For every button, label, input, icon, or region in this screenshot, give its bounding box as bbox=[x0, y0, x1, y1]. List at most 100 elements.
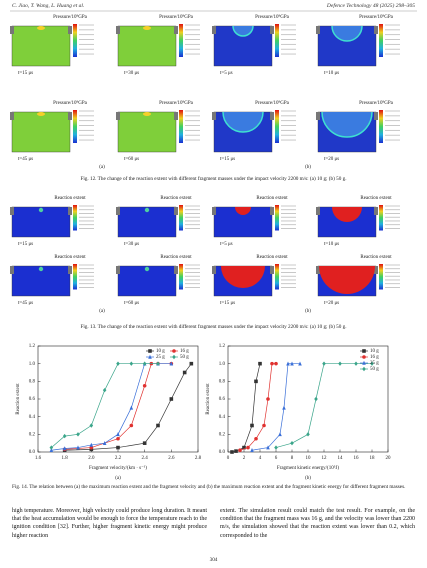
marker bbox=[62, 433, 67, 439]
sim-panel bbox=[117, 111, 177, 153]
panel-time: t=45 μs bbox=[18, 301, 33, 306]
colorbar bbox=[73, 205, 77, 231]
colorbar bbox=[179, 110, 183, 143]
panel-time: t=15 μs bbox=[220, 301, 235, 306]
colorbar bbox=[179, 205, 183, 231]
colorbar bbox=[275, 205, 279, 231]
marker bbox=[290, 361, 294, 366]
reaction-spot bbox=[38, 207, 44, 213]
legend-label: 16 g bbox=[180, 349, 189, 354]
colorbar bbox=[179, 24, 183, 57]
legend-marker bbox=[172, 349, 176, 353]
x-tick-label: 18 bbox=[370, 456, 376, 461]
fixture bbox=[174, 266, 178, 274]
marker bbox=[230, 450, 234, 454]
marker bbox=[278, 432, 282, 437]
x-tick-label: 1.6 bbox=[35, 456, 42, 461]
pressure-wave bbox=[232, 25, 254, 37]
fixture bbox=[212, 112, 216, 120]
y-axis-label: Reaction extent bbox=[16, 383, 21, 415]
marker bbox=[286, 361, 290, 366]
colorbar bbox=[73, 110, 77, 143]
marker bbox=[169, 361, 174, 366]
legend-label: 25 g bbox=[156, 355, 165, 360]
marker bbox=[76, 445, 80, 450]
series-line bbox=[239, 363, 276, 451]
colorbar bbox=[73, 264, 77, 290]
fixture bbox=[116, 207, 120, 215]
panel-title: Reaction extent bbox=[256, 255, 288, 260]
fixture bbox=[374, 207, 378, 215]
fixture bbox=[174, 26, 178, 34]
reaction-spot bbox=[144, 266, 150, 272]
marker bbox=[76, 432, 80, 437]
fixture bbox=[68, 266, 72, 274]
panel-time: t=5 μs bbox=[220, 71, 233, 76]
pressure-spot bbox=[37, 26, 45, 30]
x-tick-label: 2.4 bbox=[142, 456, 149, 461]
fixture bbox=[316, 112, 320, 120]
marker bbox=[254, 436, 258, 441]
legend-label: 10 g bbox=[156, 349, 165, 354]
fixture bbox=[116, 266, 120, 274]
colorbar bbox=[275, 110, 279, 143]
legend-label: 16 g bbox=[370, 355, 379, 360]
header-journal: Defence Technology 48 (2025) 298–305 bbox=[326, 3, 415, 9]
reaction-spot bbox=[144, 207, 150, 213]
page-number: 304 bbox=[209, 557, 218, 563]
reaction-zone bbox=[319, 266, 375, 294]
y-tick-label: 1.2 bbox=[219, 344, 226, 349]
panel-title: Pressure/10⁹GPa bbox=[159, 100, 193, 106]
panel-title: Reaction extent bbox=[256, 196, 288, 201]
x-tick-label: 4 bbox=[259, 456, 262, 461]
legend-marker bbox=[172, 354, 176, 360]
fixture bbox=[68, 112, 72, 120]
fixture bbox=[212, 26, 216, 34]
legend-label: 50 g bbox=[180, 355, 189, 360]
marker bbox=[129, 405, 134, 410]
marker bbox=[274, 445, 278, 450]
marker bbox=[242, 445, 246, 450]
marker bbox=[129, 361, 134, 366]
panel-time: t=15 μs bbox=[18, 71, 33, 76]
reaction-zone bbox=[332, 207, 362, 222]
marker bbox=[354, 361, 358, 366]
y-tick-label: 1.0 bbox=[29, 362, 36, 367]
marker bbox=[258, 361, 262, 366]
marker bbox=[282, 405, 286, 410]
fixture bbox=[212, 207, 216, 215]
panel-title: Pressure/10⁹GPa bbox=[255, 100, 289, 106]
x-tick-label: 12 bbox=[322, 456, 328, 461]
marker bbox=[62, 446, 67, 451]
pressure-spot bbox=[143, 112, 151, 116]
x-tick-label: 2.0 bbox=[88, 456, 95, 461]
panel-time: t=30 μs bbox=[124, 71, 139, 76]
x-axis-label: Fragment kinetic energy/(10⁵J) bbox=[277, 465, 340, 471]
fig14-caption: Fig. 14. The relation between (a) the ma… bbox=[12, 484, 406, 490]
panel-title: Reaction extent bbox=[160, 196, 192, 201]
subfigure-label: (a) bbox=[99, 165, 105, 170]
pressure-wave bbox=[321, 111, 373, 138]
y-tick-label: 0.6 bbox=[219, 397, 226, 402]
panel-time: t=10 μs bbox=[324, 71, 339, 76]
fixture bbox=[116, 112, 120, 120]
series-line bbox=[51, 363, 158, 448]
panel-title: Reaction extent bbox=[160, 255, 192, 260]
colorbar bbox=[379, 264, 383, 290]
legend-marker bbox=[362, 366, 366, 372]
marker bbox=[89, 423, 94, 428]
panel-title: Reaction extent bbox=[54, 255, 86, 260]
legend-label: 25 g bbox=[370, 361, 379, 366]
marker bbox=[238, 448, 242, 453]
fixture bbox=[212, 266, 216, 274]
x-tick-label: 14 bbox=[338, 456, 344, 461]
colorbar bbox=[275, 24, 279, 57]
colorbar bbox=[275, 264, 279, 290]
fixture bbox=[174, 207, 178, 215]
fixture bbox=[374, 266, 378, 274]
panel-title: Reaction extent bbox=[54, 196, 86, 201]
subfigure-label: (b) bbox=[305, 165, 311, 170]
marker bbox=[142, 383, 147, 388]
y-tick-label: 0.8 bbox=[29, 379, 36, 384]
marker bbox=[322, 361, 326, 366]
